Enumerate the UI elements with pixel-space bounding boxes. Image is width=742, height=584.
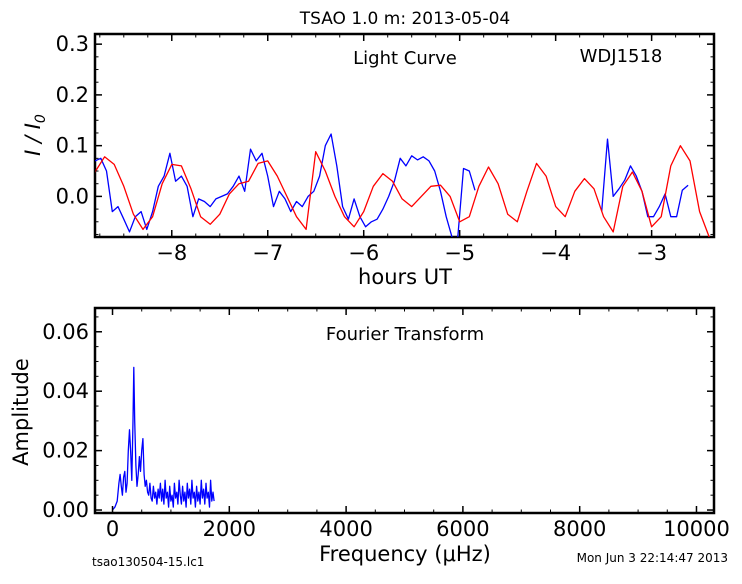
fourier-ytick-label: 0.02: [42, 439, 89, 463]
light-curve-ylabel: I / I0: [21, 114, 49, 156]
light-curve-series-0-line-0: [95, 133, 453, 237]
light-curve-ytick-label: 0.1: [56, 134, 89, 158]
fourier-annotation: Fourier Transform: [326, 324, 484, 345]
fourier-xtick-label: 6000: [436, 517, 489, 541]
light-curve-annotation: Light Curve: [353, 48, 457, 69]
fourier-ytick-label: 0.00: [42, 498, 89, 522]
fourier-series-0-line-0: [111, 366, 215, 511]
light-curve-xtick-label: −8: [156, 241, 187, 265]
fourier-xtick-label: 2000: [203, 517, 256, 541]
light-curve-xtick-label: −5: [444, 241, 475, 265]
light-curve-object-label: WDJ1518: [580, 46, 663, 67]
light-curve-ytick-label: 0.3: [56, 32, 89, 56]
fourier-panel: Fourier Transform Frequency (μHz) Amplit…: [9, 306, 730, 566]
fourier-xtick-label: 4000: [319, 517, 372, 541]
light-curve-ytick-label: 0.0: [56, 184, 89, 208]
light-curve-series-1-line-0: [95, 145, 710, 237]
fourier-xlabel: Frequency (μHz): [319, 542, 491, 566]
light-curve-ytick-label: 0.2: [56, 83, 89, 107]
light-curve-xtick-label: −3: [636, 241, 667, 265]
light-curve-panel: Light Curve WDJ1518 hours UT I / I0 −8 −7…: [21, 32, 716, 289]
fourier-xtick-label: 0: [106, 517, 119, 541]
footer-timestamp: Mon Jun 3 22:14:47 2013: [577, 551, 728, 565]
fourier-xtick-label: 8000: [553, 517, 606, 541]
fourier-ytick-label: 0.04: [42, 379, 89, 403]
light-curve-frame: [93, 32, 716, 239]
light-curve-xtick-label: −6: [348, 241, 379, 265]
footer-filename: tsao130504-15.lc1: [92, 555, 204, 569]
fourier-ylabel: Amplitude: [9, 358, 33, 466]
light-curve-xtick-label: −4: [540, 241, 571, 265]
fourier-xtick-label: 10000: [663, 517, 730, 541]
figure-title: TSAO 1.0 m: 2013-05-04: [299, 9, 511, 29]
fourier-ytick-label: 0.06: [42, 320, 89, 344]
light-curve-xtick-label: −7: [252, 241, 283, 265]
light-curve-series-0-line-2: [601, 138, 689, 218]
light-curve-series-0-line-1: [457, 167, 476, 237]
light-curve-xlabel: hours UT: [358, 265, 452, 289]
